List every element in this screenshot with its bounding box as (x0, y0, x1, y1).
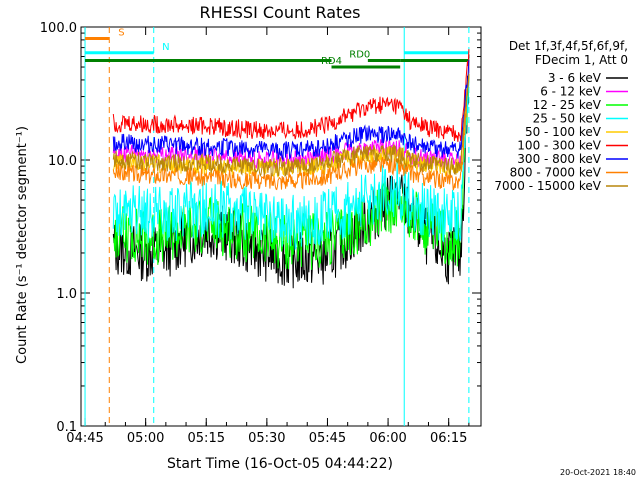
y-axis-label: Count Rate (s⁻¹ detector segment⁻¹) (15, 126, 30, 364)
series-line (112, 74, 470, 178)
y-tick-label: 100.0 (40, 21, 77, 36)
x-tick-label: 05:30 (248, 431, 285, 446)
y-tick-label: 0.1 (56, 420, 77, 435)
x-tick-label: 05:00 (127, 431, 164, 446)
legend-entry-label: 100 - 300 keV (517, 139, 601, 153)
y-tick-label: 10.0 (48, 154, 77, 169)
series-line (112, 74, 470, 191)
legend: Det 1f,3f,4f,5f,6f,9f, FDecim 1, Att 0 3… (494, 39, 628, 193)
series-line (112, 82, 470, 251)
state-annotation: S (118, 27, 124, 38)
y-tick-label: 1.0 (56, 287, 77, 302)
state-annotation: N (162, 42, 169, 53)
legend-header-line-1: Det 1f,3f,4f,5f,6f,9f, (509, 39, 628, 53)
legend-entry-label: 300 - 800 keV (517, 152, 601, 166)
series-line (112, 49, 470, 142)
x-axis-label: Start Time (16-Oct-05 04:44:22) (167, 456, 393, 472)
x-tick-label: 06:15 (430, 431, 467, 446)
legend-entry-label: 50 - 100 keV (525, 125, 602, 139)
chart-title: RHESSI Count Rates (200, 3, 361, 22)
legend-entry-label: 3 - 6 keV (548, 71, 602, 85)
series-line (112, 59, 470, 162)
x-tick-label: 05:45 (309, 431, 346, 446)
plot-area: 04:45 05:00 05:15 05:30 05:45 06:00 06:15 0.1 1.… (40, 21, 482, 446)
legend-header-line-2: FDecim 1, Att 0 (535, 53, 628, 67)
legend-entry-label: 25 - 50 keV (533, 112, 602, 126)
legend-entry-label: 12 - 25 keV (533, 98, 602, 112)
legend-entry-label: 800 - 7000 keV (510, 166, 602, 180)
legend-entry-label: 6 - 12 keV (540, 85, 602, 99)
state-annotation: RD4 (321, 56, 342, 67)
x-tick-label: 06:00 (369, 431, 406, 446)
plot-frame (80, 26, 482, 427)
legend-entry-label: 7000 - 15000 keV (494, 179, 601, 193)
state-annotation: RD0 (349, 49, 370, 60)
x-tick-label: 04:45 (66, 431, 103, 446)
x-tick-label: 05:15 (188, 431, 225, 446)
timestamp: 20-Oct-2021 18:40 (560, 468, 636, 477)
